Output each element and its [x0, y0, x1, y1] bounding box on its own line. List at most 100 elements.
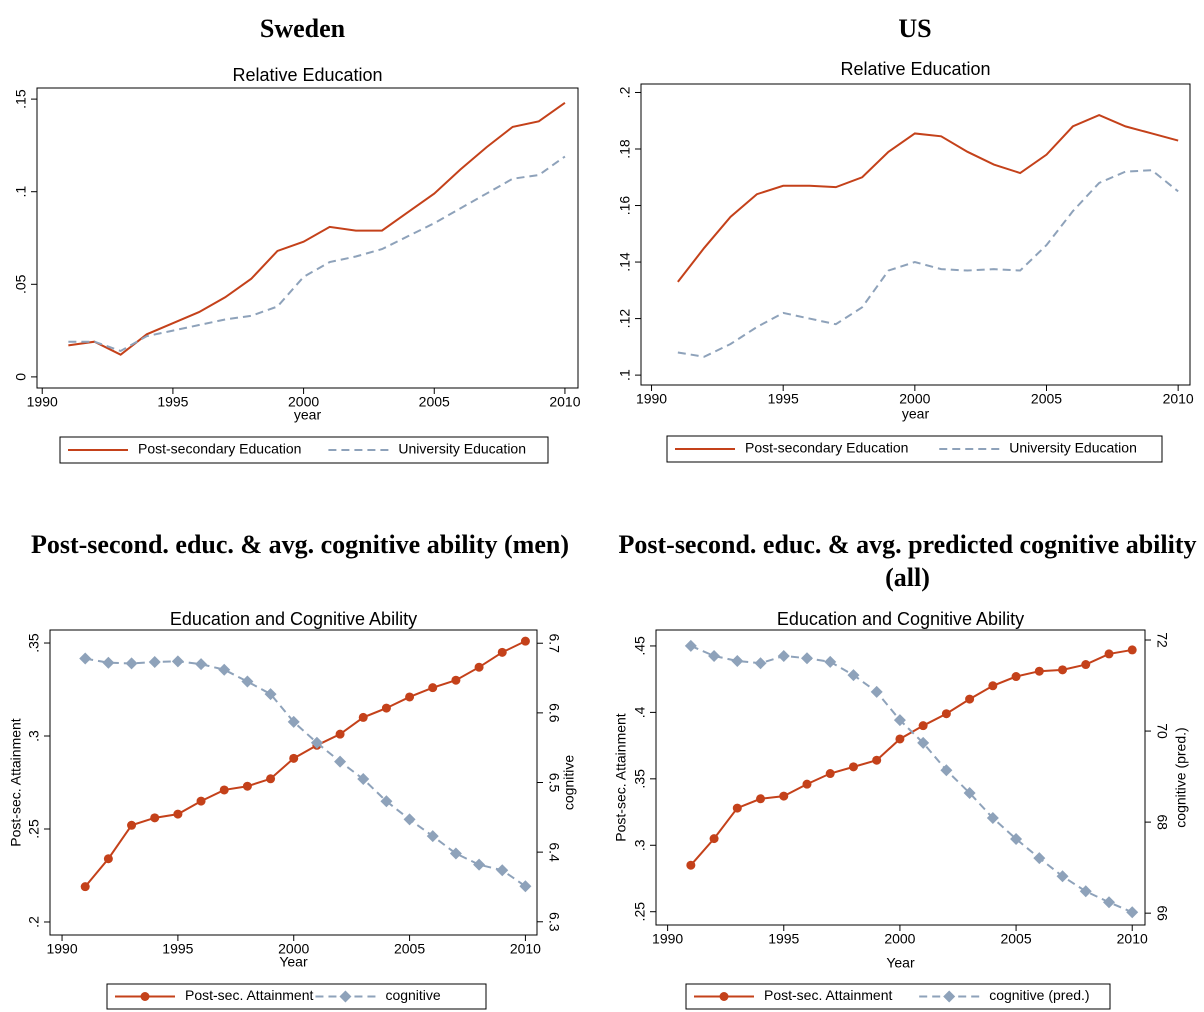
x-tick-label: 1995	[157, 394, 188, 410]
series-line	[68, 155, 566, 353]
marker	[686, 860, 696, 870]
legend-label: Post-sec. Attainment	[185, 987, 314, 1003]
y-tick-label: .3	[632, 839, 648, 851]
y-tick-label: .15	[13, 89, 29, 109]
series-line	[690, 645, 1133, 914]
x-tick-label: 2010	[1163, 391, 1194, 407]
marker	[405, 692, 415, 702]
marker	[872, 755, 882, 765]
y-tick-label: .18	[617, 139, 633, 159]
x-tick-label: 2010	[1117, 931, 1148, 947]
y2-tick-label: 66	[1154, 905, 1170, 921]
legend-marker	[943, 990, 956, 1003]
plot-frame	[640, 83, 1191, 386]
marker	[824, 655, 837, 668]
marker	[334, 755, 347, 768]
marker	[1126, 906, 1139, 919]
legend-box	[59, 436, 549, 464]
x-tick-label: 1990	[636, 391, 667, 407]
series-line	[677, 114, 1179, 283]
y-tick-label: .45	[632, 636, 648, 656]
y-tick-label: .1	[617, 369, 633, 381]
marker	[870, 685, 883, 698]
x-tick-label: 1990	[46, 941, 77, 957]
chart-title: Relative Education	[840, 59, 990, 79]
y-tick-label: .3	[26, 730, 42, 742]
marker	[1034, 666, 1044, 676]
marker	[731, 654, 744, 667]
x-tick-label: 2005	[1000, 931, 1031, 947]
legend-label: University Education	[1009, 440, 1137, 456]
marker	[150, 813, 160, 823]
marker	[777, 649, 790, 662]
x-axis-label: year	[902, 406, 930, 422]
marker	[171, 655, 184, 668]
marker	[1104, 649, 1114, 659]
x-tick-label: 2010	[510, 941, 541, 957]
plot-frame	[36, 87, 579, 389]
marker	[965, 694, 975, 704]
marker	[756, 794, 766, 804]
marker	[708, 649, 721, 662]
panel-heading: Post-second. educ. & avg. cognitive abil…	[30, 530, 569, 559]
marker	[940, 764, 953, 777]
marker	[103, 854, 113, 864]
legend-label: Post-secondary Education	[745, 440, 908, 456]
marker	[428, 683, 438, 693]
marker	[988, 681, 998, 691]
legend-marker	[339, 990, 352, 1003]
marker	[195, 658, 208, 671]
legend-label: University Education	[398, 441, 526, 457]
marker	[474, 662, 484, 672]
marker	[893, 714, 906, 727]
legend-label: Post-sec. Attainment	[764, 987, 893, 1003]
y-tick-label: .35	[26, 633, 42, 653]
x-tick-label: 1995	[768, 391, 799, 407]
legend-label: Post-secondary Education	[138, 441, 301, 457]
marker	[173, 809, 183, 819]
y2-tick-label: 6.7	[546, 633, 562, 653]
marker	[289, 753, 299, 763]
y-tick-label: .2	[617, 86, 633, 98]
marker	[449, 847, 462, 860]
x-axis-label: Year	[886, 955, 915, 971]
y-tick-label: .12	[617, 309, 633, 329]
x-tick-label: 2000	[288, 394, 319, 410]
x-tick-label: 1995	[768, 931, 799, 947]
y2-tick-label: 70	[1154, 723, 1170, 739]
marker	[918, 721, 928, 731]
marker	[684, 639, 697, 652]
x-tick-label: 2000	[899, 391, 930, 407]
y-tick-label: .25	[26, 819, 42, 839]
marker	[709, 834, 719, 844]
legend-marker	[140, 992, 150, 1001]
marker	[380, 795, 393, 808]
y-tick-label: .05	[13, 274, 29, 294]
legend-box	[106, 983, 487, 1010]
series-line	[68, 101, 566, 356]
marker	[732, 803, 742, 813]
plot-frame	[655, 629, 1146, 926]
marker	[1058, 665, 1068, 675]
y-axis-label: Post-sec. Attainment	[613, 713, 629, 842]
marker	[79, 652, 92, 665]
legend-label: cognitive (pred.)	[989, 987, 1089, 1003]
x-tick-label: 2005	[1031, 391, 1062, 407]
marker	[451, 675, 461, 685]
x-tick-label: 1990	[27, 394, 58, 410]
marker	[80, 882, 90, 892]
marker	[1056, 870, 1069, 883]
legend-box	[666, 435, 1163, 463]
x-tick-label: 2005	[394, 941, 425, 957]
marker	[426, 830, 439, 843]
x-tick-label: 1995	[162, 941, 193, 957]
marker	[825, 769, 835, 779]
marker	[381, 703, 391, 713]
panel-heading: Post-second. educ. & avg. predicted cogn…	[618, 530, 1197, 592]
marker	[357, 773, 370, 786]
marker	[287, 715, 300, 728]
marker	[1102, 896, 1115, 909]
y2-axis-label: cognitive	[561, 755, 577, 810]
x-tick-label: 2010	[549, 394, 580, 410]
